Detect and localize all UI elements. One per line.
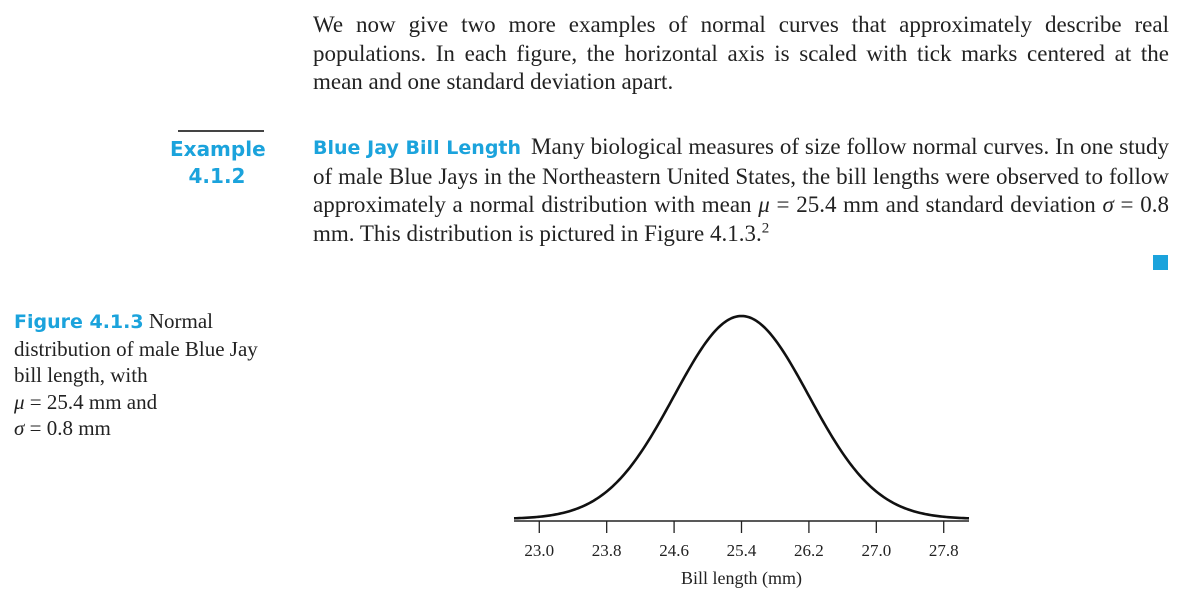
mu-symbol: μ xyxy=(758,192,770,217)
sigma-symbol: σ xyxy=(1102,192,1114,217)
example-paragraph: Blue Jay Bill Length Many biological meas… xyxy=(313,133,1169,248)
x-tick-label-6: 27.8 xyxy=(929,541,959,560)
x-tick-label-4: 26.2 xyxy=(794,541,824,560)
example-text-part1: Many biological measures of size follow … xyxy=(313,134,1170,217)
example-title: Blue Jay Bill Length xyxy=(313,137,522,159)
footnote-marker: 2 xyxy=(761,219,770,236)
figure-caption: Figure 4.1.3 Normal distribution of male… xyxy=(14,308,264,442)
caption-mu-symbol: μ xyxy=(14,389,25,414)
end-of-example-square-icon xyxy=(1153,255,1168,270)
x-axis-ticks xyxy=(538,521,945,533)
x-tick-label-0: 23.0 xyxy=(524,541,554,560)
mu-value: = 25.4 mm and standard deviation xyxy=(769,192,1103,217)
intro-paragraph: We now give two more examples of normal … xyxy=(313,12,1169,94)
x-tick-label-2: 24.6 xyxy=(659,541,689,560)
caption-mu-value: = 25.4 mm and xyxy=(24,389,158,414)
example-divider xyxy=(178,130,264,132)
example-label: Example 4.1.2 xyxy=(170,136,266,190)
x-tick-label-5: 27.0 xyxy=(861,541,891,560)
caption-sigma-value: = 0.8 mm xyxy=(24,416,111,440)
example-label-word: Example xyxy=(170,137,266,161)
normal-curve-series-line xyxy=(513,314,970,520)
x-axis-title: Bill length (mm) xyxy=(681,568,802,589)
x-tick-label-1: 23.8 xyxy=(592,541,622,560)
x-axis-tick-labels: 23.0 23.8 24.6 25.4 26.2 27.0 27.8 xyxy=(524,541,958,560)
x-tick-label-3: 25.4 xyxy=(727,541,757,560)
sigma-value: = 0.8 mm. This distribution is pictured … xyxy=(313,192,1169,246)
caption-sigma-symbol: σ xyxy=(14,416,25,440)
caption-text: Normal distribution of male Blue Jay bil… xyxy=(14,309,258,387)
figure-label: Figure 4.1.3 xyxy=(14,311,144,333)
example-label-number: 4.1.2 xyxy=(188,164,246,188)
